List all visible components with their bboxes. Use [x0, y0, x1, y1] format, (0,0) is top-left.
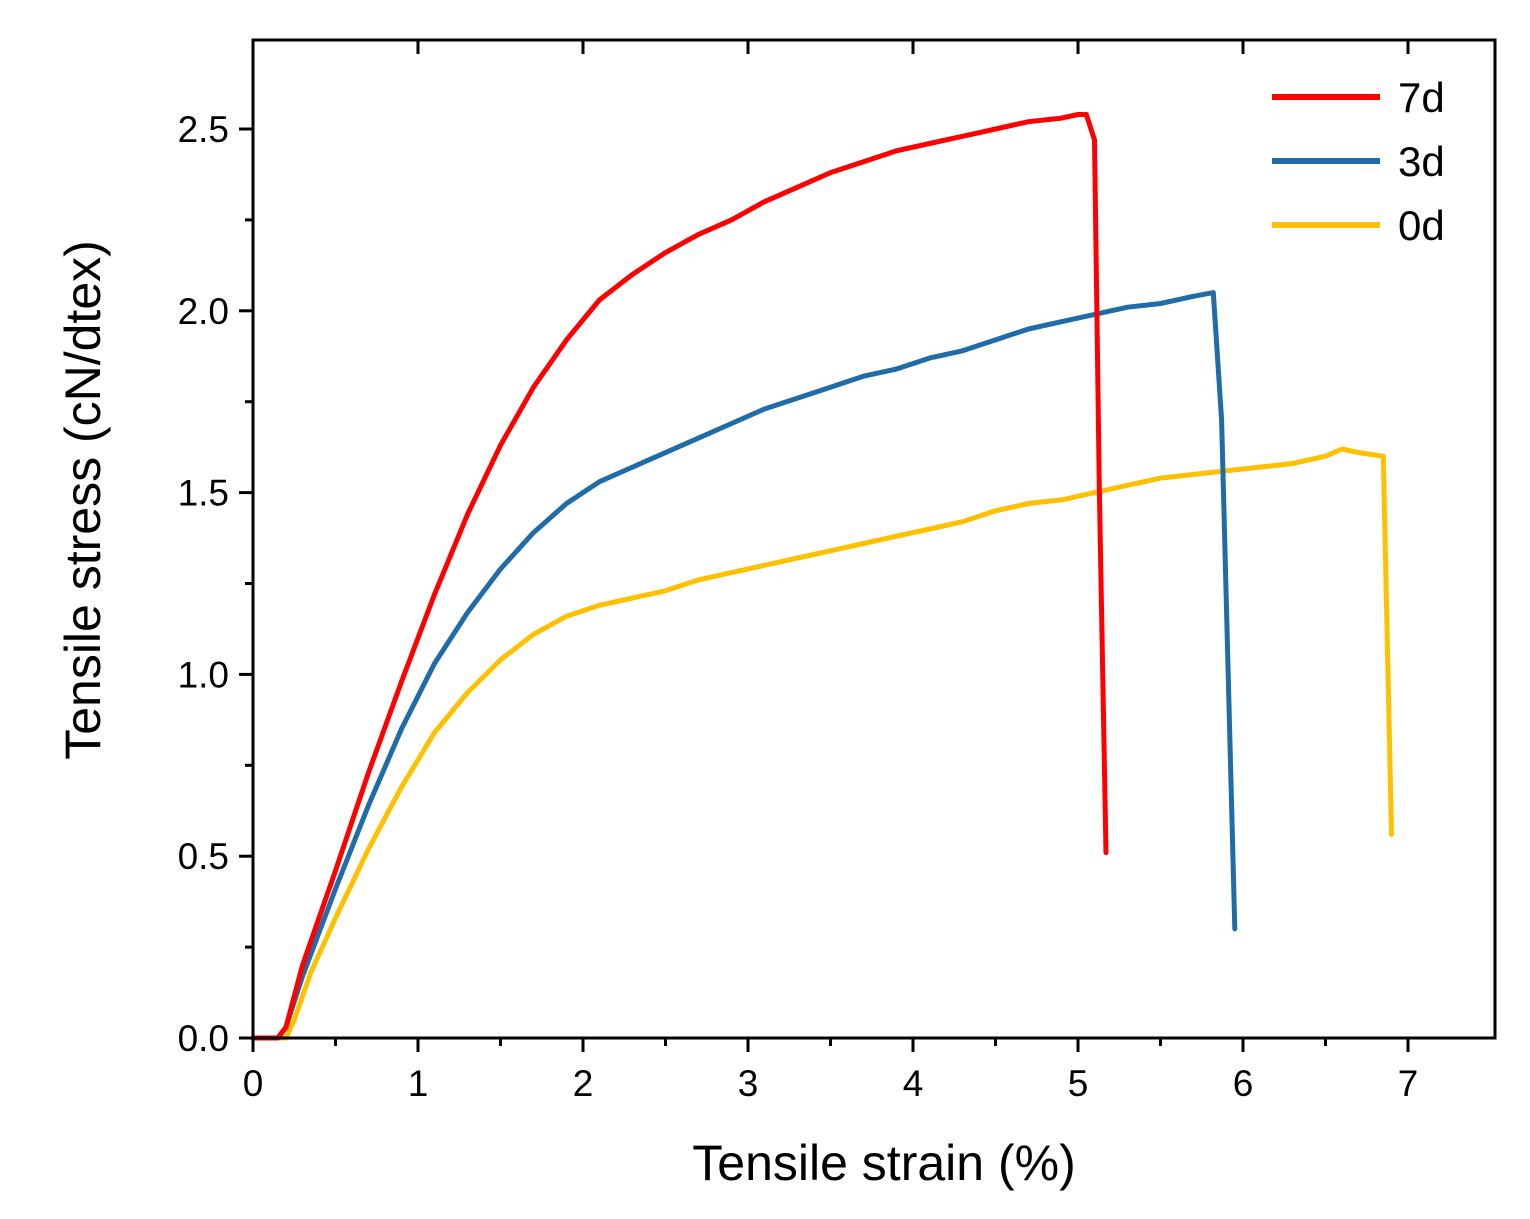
x-tick-label: 6 — [1233, 1063, 1254, 1104]
y-axis-title: Tensile stress (cN/dtex) — [55, 240, 111, 760]
legend-label-7d: 7d — [1398, 74, 1445, 121]
x-tick-label: 5 — [1068, 1063, 1089, 1104]
x-tick-label: 4 — [903, 1063, 924, 1104]
plot-lines — [250, 112, 1394, 1041]
x-tick-label: 1 — [408, 1063, 429, 1104]
x-tick-label: 0 — [243, 1063, 264, 1104]
series-line-0d — [250, 446, 1394, 1041]
y-tick-label: 2.0 — [178, 291, 229, 332]
x-tick-label: 7 — [1398, 1063, 1419, 1104]
series-line-7d — [250, 112, 1109, 1041]
y-axis-ticks: 0.0 0.5 1.0 1.5 2.0 2.5 — [178, 109, 253, 1059]
plot-frame — [251, 38, 1497, 1040]
legend: 7d 3d 0d — [1272, 74, 1445, 249]
y-tick-label: 1.5 — [178, 473, 229, 514]
y-tick-label: 0.0 — [178, 1018, 229, 1059]
y-tick-label: 0.5 — [178, 836, 229, 877]
y-tick-label: 1.0 — [178, 654, 229, 695]
legend-label-3d: 3d — [1398, 138, 1445, 185]
x-tick-label: 2 — [573, 1063, 594, 1104]
x-axis-ticks: 0 1 2 3 4 5 6 7 — [243, 40, 1419, 1104]
series-line-3d — [250, 290, 1238, 1041]
x-axis-title: Tensile strain (%) — [692, 1135, 1075, 1191]
y-tick-label: 2.5 — [178, 109, 229, 150]
legend-label-0d: 0d — [1398, 202, 1445, 249]
x-tick-label: 3 — [738, 1063, 759, 1104]
